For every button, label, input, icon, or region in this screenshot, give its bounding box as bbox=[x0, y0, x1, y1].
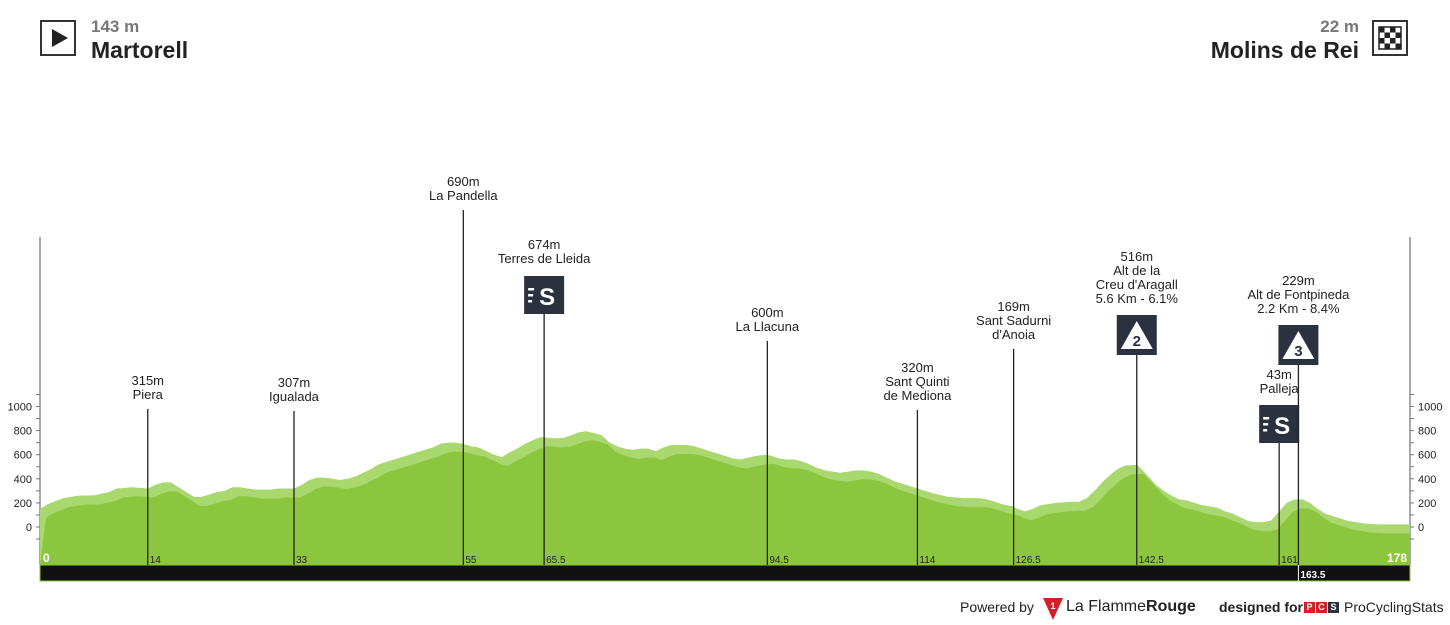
km-point-name: Igualada bbox=[269, 389, 320, 404]
km-point-name: de Mediona bbox=[883, 388, 952, 403]
finish-name: Molins de Rei bbox=[1210, 37, 1359, 63]
km-point-name: Piera bbox=[133, 387, 164, 402]
powered-by-text: Powered by bbox=[960, 599, 1034, 615]
climb-icon-triangle bbox=[1120, 321, 1153, 349]
x-end-label: 178 bbox=[1387, 551, 1407, 565]
km-tick-label: 55 bbox=[465, 555, 477, 566]
km-tick-label: 161 bbox=[1281, 555, 1298, 566]
profile-area bbox=[40, 440, 1410, 565]
km-tick-label: 126.5 bbox=[1016, 555, 1041, 566]
y-tick-label-right: 1000 bbox=[1418, 402, 1442, 414]
flame-logo-icon: 1 bbox=[1043, 598, 1063, 620]
km-point-altitude: 674m bbox=[528, 237, 561, 252]
start-altitude: 143 m bbox=[91, 17, 140, 36]
km-tick-label: 14 bbox=[150, 555, 162, 566]
y-tick-label-left: 600 bbox=[14, 450, 32, 462]
pcs-letter-c: C bbox=[1316, 602, 1327, 613]
svg-text:1: 1 bbox=[1050, 601, 1055, 611]
y-tick-label-right: 200 bbox=[1418, 498, 1436, 510]
sprint-icon-stripe bbox=[528, 288, 535, 291]
pcs-letter-s: S bbox=[1328, 602, 1339, 613]
flamme-rouge-bold: Rouge bbox=[1146, 598, 1196, 615]
y-tick-label-left: 0 bbox=[26, 522, 32, 534]
distance-bar bbox=[39, 564, 1411, 582]
km-point-name: Sant Quinti bbox=[885, 374, 949, 389]
km-point-altitude: 516m bbox=[1121, 249, 1154, 264]
km-tick-label: 114 bbox=[919, 555, 935, 566]
finish-altitude: 22 m bbox=[1320, 17, 1359, 36]
y-tick-label-right: 0 bbox=[1418, 522, 1424, 534]
sprint-icon-stripe bbox=[1263, 429, 1268, 432]
sprint-icon-letter: S bbox=[1274, 413, 1290, 440]
y-tick-label-right: 800 bbox=[1418, 426, 1436, 438]
km-tick-label: 65.5 bbox=[546, 555, 566, 566]
sprint-icon: S bbox=[524, 276, 565, 314]
y-tick-label-right: 600 bbox=[1418, 450, 1436, 462]
km-point-name: Sant Sadurni bbox=[976, 313, 1051, 328]
km-point-altitude: 229m bbox=[1282, 273, 1315, 288]
start-icon bbox=[40, 20, 76, 56]
km-tick-label: 142.5 bbox=[1139, 555, 1164, 566]
climb-category-icon: 2 bbox=[1116, 315, 1157, 355]
km-tick-label: 94.5 bbox=[769, 555, 789, 566]
y-tick-label-left: 200 bbox=[14, 498, 32, 510]
sprint-icon-stripe bbox=[1263, 417, 1270, 420]
km-point-name: d'Anoia bbox=[992, 327, 1036, 342]
km-point-altitude: 43m bbox=[1267, 367, 1292, 382]
flamme-rouge-text: La Flamme bbox=[1066, 598, 1147, 615]
checkered-flag-icon bbox=[1378, 26, 1402, 50]
distance-marker-label: 163.5 bbox=[1300, 570, 1325, 581]
designed-for-text: designed for bbox=[1219, 599, 1304, 615]
km-point-altitude: 315m bbox=[131, 373, 164, 388]
km-point-altitude: 600m bbox=[751, 305, 784, 320]
procyclingstats-link[interactable]: ProCyclingStats bbox=[1344, 599, 1444, 615]
y-tick-label-right: 400 bbox=[1418, 474, 1436, 486]
climb-category-icon: 3 bbox=[1278, 325, 1319, 365]
sprint-icon-letter: S bbox=[539, 284, 555, 311]
sprint-icon: S bbox=[1259, 405, 1300, 443]
km-point-name: 5.6 Km - 6.1% bbox=[1096, 291, 1179, 306]
climb-category-number: 2 bbox=[1133, 333, 1141, 350]
km-point-altitude: 307m bbox=[278, 375, 311, 390]
sprint-icon-stripe bbox=[528, 294, 534, 297]
km-point-name: Alt de Fontpineda bbox=[1247, 287, 1350, 302]
play-icon bbox=[52, 29, 68, 47]
km-tick-label: 33 bbox=[296, 555, 308, 566]
y-tick-label-left: 800 bbox=[14, 426, 32, 438]
km-point-altitude: 690m bbox=[447, 174, 480, 189]
pcs-logo: P C S bbox=[1304, 602, 1339, 613]
km-point-name: Alt de la bbox=[1113, 263, 1161, 278]
start-name: Martorell bbox=[91, 37, 189, 63]
km-point-name: 2.2 Km - 8.4% bbox=[1257, 301, 1340, 316]
flamme-rouge-logo[interactable]: La FlammeRouge bbox=[1066, 598, 1196, 616]
climb-icon-triangle bbox=[1282, 331, 1315, 359]
sprint-icon-stripe bbox=[528, 300, 533, 303]
km-point-name: Terres de Lleida bbox=[498, 251, 591, 266]
km-point-altitude: 169m bbox=[997, 299, 1030, 314]
sprint-icon-stripe bbox=[1263, 423, 1269, 426]
km-point-name: La Llacuna bbox=[736, 319, 800, 334]
y-tick-label-left: 400 bbox=[14, 474, 32, 486]
finish-icon bbox=[1372, 20, 1408, 56]
pcs-letter-p: P bbox=[1304, 602, 1315, 613]
km-point-name: Palleja bbox=[1260, 381, 1300, 396]
km-point-name: La Pandella bbox=[429, 188, 498, 203]
climb-category-number: 3 bbox=[1294, 343, 1302, 360]
km-point-altitude: 320m bbox=[901, 360, 934, 375]
km-point-name: Creu d'Aragall bbox=[1096, 277, 1178, 292]
x-start-label: 0 bbox=[43, 551, 50, 565]
y-tick-label-left: 1000 bbox=[8, 402, 32, 414]
